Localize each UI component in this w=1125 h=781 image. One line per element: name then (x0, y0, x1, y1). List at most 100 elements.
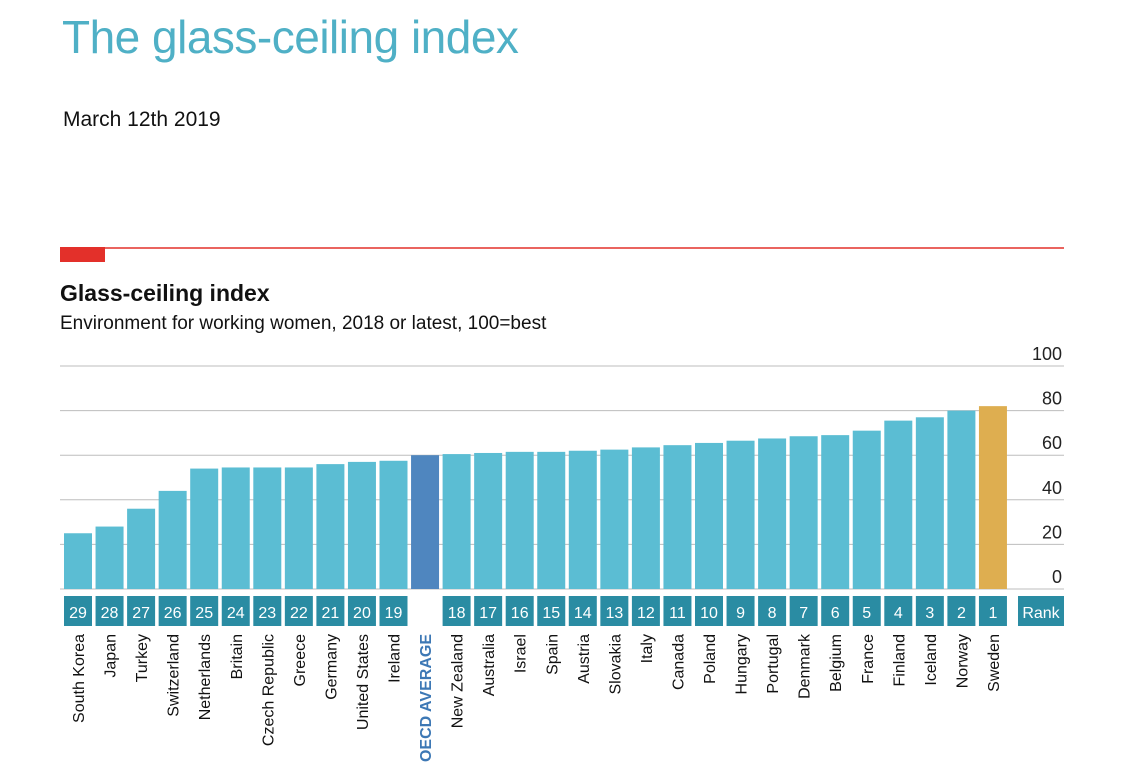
rank-box (758, 596, 787, 626)
rank-label: 7 (799, 605, 808, 622)
bar (316, 464, 345, 589)
bar (474, 452, 503, 589)
country-label: Denmark (797, 633, 814, 699)
rank-label: 5 (862, 605, 871, 622)
bar (95, 526, 124, 589)
bar (221, 467, 250, 589)
rank-box (568, 596, 597, 626)
rank-box (915, 596, 944, 626)
rank-box (95, 596, 124, 626)
country-label: Israel (513, 634, 530, 673)
rank-label: 28 (101, 605, 119, 622)
rank-box (821, 596, 850, 626)
rank-box (442, 596, 471, 626)
bar (284, 467, 313, 589)
bar (631, 447, 660, 589)
bar (821, 435, 850, 589)
rank-label: 13 (605, 605, 623, 622)
country-label: Belgium (828, 634, 845, 692)
bar (347, 461, 376, 589)
rank-box (537, 596, 566, 626)
rank-box (663, 596, 692, 626)
bar (442, 454, 471, 589)
y-tick-label: 60 (1042, 433, 1062, 453)
rank-box (726, 596, 755, 626)
rank-label: 29 (69, 605, 87, 622)
rank-box (158, 596, 187, 626)
rank-box (600, 596, 629, 626)
country-label: OECD AVERAGE (418, 634, 435, 762)
rank-box (221, 596, 250, 626)
bar (884, 420, 913, 589)
country-label: United States (355, 634, 372, 730)
bar (411, 455, 440, 589)
rank-label: 3 (925, 605, 934, 622)
rank-label: 11 (669, 605, 686, 622)
country-labels: South Korea Japan Turkey Switzerland Netherl… (71, 633, 1003, 762)
bar (190, 468, 219, 589)
rank-box (127, 596, 156, 626)
rank-box (474, 596, 503, 626)
bars (64, 406, 1007, 589)
country-label: Canada (670, 634, 687, 690)
chart-title: Glass-ceiling index (60, 280, 270, 306)
rank-box (505, 596, 534, 626)
rank-label: 9 (736, 605, 745, 622)
rank-label: 6 (831, 605, 840, 622)
country-label: Greece (292, 634, 309, 687)
rank-label: 19 (385, 605, 403, 622)
country-label: France (860, 634, 877, 684)
rank-label: 25 (195, 605, 213, 622)
bar (600, 449, 629, 589)
country-label: Italy (639, 634, 656, 663)
bar (253, 467, 282, 589)
rank-box (978, 596, 1007, 626)
country-label: Poland (702, 634, 719, 684)
rank-box (631, 596, 660, 626)
rank-header-label: Rank (1022, 605, 1060, 622)
country-label: Portugal (765, 634, 782, 694)
rank-box (253, 596, 282, 626)
rank-label: 26 (164, 605, 182, 622)
rank-label: 27 (132, 605, 150, 622)
country-label: Netherlands (197, 634, 214, 720)
page-headline: The glass-ceiling index (62, 11, 519, 63)
y-tick-label: 100 (1032, 344, 1062, 364)
bar (663, 445, 692, 589)
country-label: New Zealand (450, 634, 467, 728)
rank-label: 8 (768, 605, 777, 622)
rank-box (695, 596, 723, 626)
country-label: Spain (544, 634, 561, 675)
country-label: Australia (481, 634, 498, 696)
country-label: Germany (323, 634, 340, 700)
bar (568, 450, 597, 589)
rank-box (284, 596, 313, 626)
rank-label: 21 (322, 605, 340, 622)
rank-label: 18 (448, 605, 466, 622)
country-label: Finland (891, 634, 908, 686)
country-label: Japan (103, 634, 120, 678)
bar (127, 508, 156, 589)
rank-row: 29 28 27 26 25 24 23 22 21 20 19 18 17 16 15 14 13 12 11 10… (64, 596, 1064, 626)
country-label: Sweden (986, 634, 1003, 692)
bar (726, 440, 755, 589)
bar (158, 490, 187, 589)
bar (64, 533, 92, 589)
country-label: Norway (954, 634, 971, 688)
country-label: Austria (576, 634, 593, 684)
y-tick-label: 40 (1042, 478, 1062, 498)
rank-label: 24 (227, 605, 245, 622)
country-label: Iceland (923, 634, 940, 686)
rank-label: 20 (353, 605, 371, 622)
country-label: Ireland (387, 634, 404, 683)
rank-label: 14 (574, 605, 592, 622)
bar (505, 451, 534, 589)
bar (947, 410, 976, 589)
y-tick-label: 0 (1052, 567, 1062, 587)
rank-label: 15 (542, 605, 560, 622)
country-label: Czech Republic (260, 634, 277, 746)
rank-label: 16 (511, 605, 529, 622)
country-label: South Korea (71, 634, 88, 723)
publication-date: March 12th 2019 (63, 108, 221, 131)
